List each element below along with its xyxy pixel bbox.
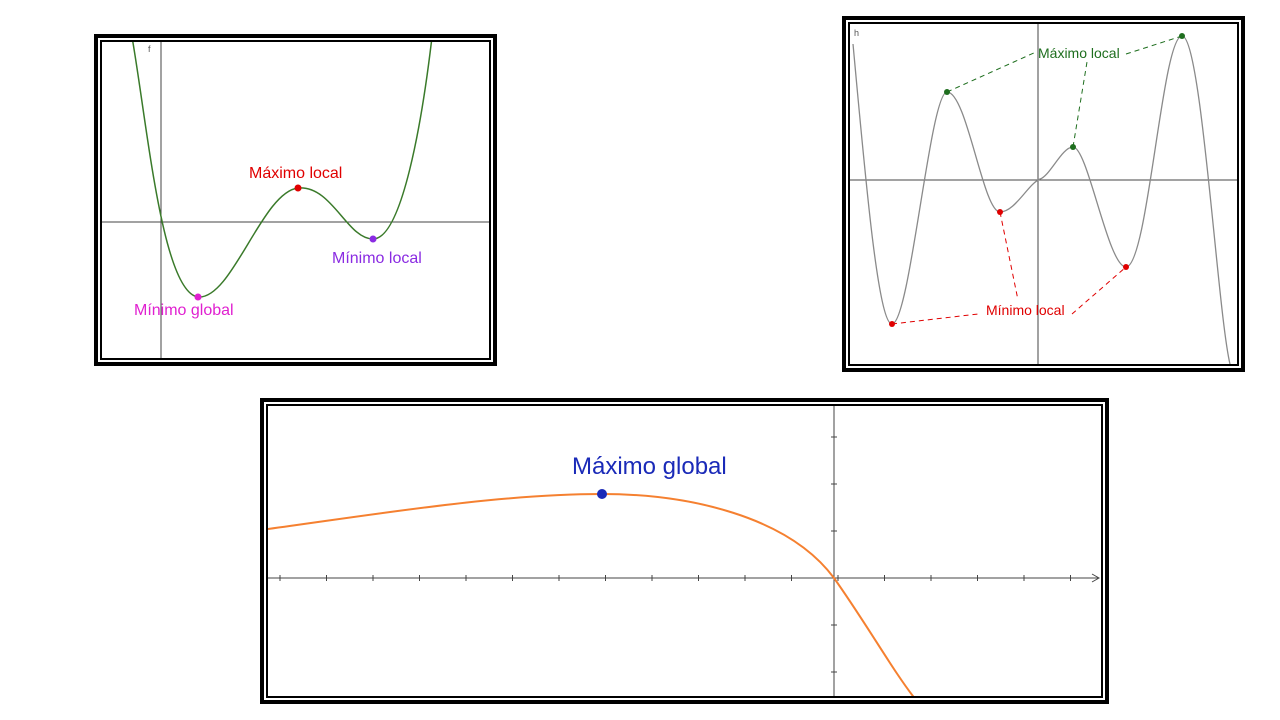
local-max-leaders — [946, 35, 1183, 148]
function-label: f — [148, 44, 151, 54]
local-max-label: Máximo local — [249, 165, 342, 182]
global-max-label: Máximo global — [572, 453, 727, 480]
graph-panel-3: Máximo global — [260, 398, 1109, 704]
global-min-label: Mínimo global — [134, 302, 234, 319]
leader-line — [891, 313, 979, 325]
local-min-point — [369, 235, 377, 243]
local-min-leaders — [891, 211, 1127, 325]
global-min-point — [194, 293, 202, 301]
local-min-label: Mínimo local — [332, 250, 422, 267]
graph-svg-1: f Máximo local Mínimo local Mínimo globa… — [102, 42, 489, 358]
graph-area-1: f Máximo local Mínimo local Mínimo globa… — [100, 40, 491, 360]
leader-line — [1071, 266, 1127, 315]
local-max-label: Máximo local — [1038, 45, 1120, 61]
x-axis-ticks — [279, 575, 1071, 581]
local-max-point — [944, 89, 950, 95]
local-max-point — [1070, 144, 1076, 150]
global-max-point — [597, 489, 607, 499]
leader-line — [1125, 35, 1183, 55]
function-curve — [268, 492, 915, 696]
leader-line — [999, 211, 1019, 301]
graph-svg-3: Máximo global — [268, 406, 1101, 696]
graph-panel-2: h Máximo local Mínimo local — [842, 16, 1245, 372]
function-label: h — [854, 28, 859, 38]
local-min-point — [889, 321, 895, 327]
local-min-label: Mínimo local — [986, 302, 1065, 318]
x-axis-arrow — [1091, 573, 1101, 583]
local-max-point — [294, 184, 302, 192]
graph-area-2: h Máximo local Mínimo local — [848, 22, 1239, 366]
local-min-point — [997, 209, 1003, 215]
leader-line — [946, 51, 1037, 93]
y-axis-ticks — [831, 436, 837, 673]
leader-line — [1072, 61, 1088, 148]
local-min-point — [1123, 264, 1129, 270]
function-curve — [132, 42, 433, 298]
graph-area-3: Máximo global — [266, 404, 1103, 698]
graph-svg-2: h Máximo local Mínimo local — [850, 24, 1237, 364]
graph-panel-1: f Máximo local Mínimo local Mínimo globa… — [94, 34, 497, 366]
local-max-point — [1179, 33, 1185, 39]
